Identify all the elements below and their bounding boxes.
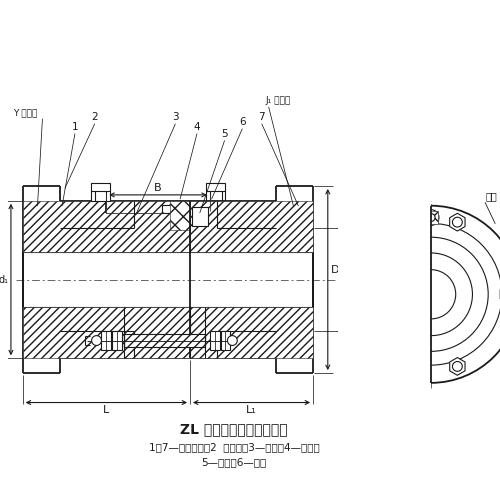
Text: L₁: L₁ xyxy=(246,406,257,415)
Text: 3: 3 xyxy=(172,112,178,122)
Polygon shape xyxy=(450,214,465,231)
Circle shape xyxy=(406,270,456,319)
Circle shape xyxy=(452,217,462,227)
Bar xyxy=(90,183,110,201)
Text: 5—螺栓；6—垫圈: 5—螺栓；6—垫圈 xyxy=(202,458,267,468)
Bar xyxy=(124,334,205,347)
Circle shape xyxy=(360,224,500,365)
Text: 7: 7 xyxy=(258,112,265,122)
Circle shape xyxy=(374,237,488,352)
Circle shape xyxy=(390,253,472,336)
Circle shape xyxy=(423,210,439,226)
Text: 1: 1 xyxy=(72,122,78,132)
Bar xyxy=(162,204,202,212)
Bar xyxy=(220,330,230,350)
Text: B: B xyxy=(154,183,162,193)
Text: Y 型轴孔: Y 型轴孔 xyxy=(13,108,38,117)
Bar xyxy=(124,334,205,347)
Circle shape xyxy=(228,336,237,345)
Text: d₂: d₂ xyxy=(348,294,358,304)
Bar xyxy=(190,201,313,252)
Text: 标志: 标志 xyxy=(485,191,497,201)
Bar xyxy=(22,201,190,252)
Text: D: D xyxy=(330,264,339,274)
Bar xyxy=(22,307,190,358)
Bar xyxy=(338,201,431,388)
Circle shape xyxy=(452,362,462,372)
Bar xyxy=(106,201,210,212)
Bar xyxy=(210,330,220,350)
Bar xyxy=(424,210,438,224)
Bar xyxy=(192,206,208,227)
Text: ZL 型弹性柱销齿式联轴器: ZL 型弹性柱销齿式联轴器 xyxy=(180,422,288,436)
Text: 2: 2 xyxy=(92,112,98,122)
Text: 5: 5 xyxy=(221,129,228,139)
Circle shape xyxy=(342,206,500,383)
Bar xyxy=(190,307,313,358)
Text: L: L xyxy=(104,406,110,415)
Bar xyxy=(162,204,202,212)
Text: 6: 6 xyxy=(239,117,246,127)
Text: d₁: d₁ xyxy=(0,274,9,284)
Bar xyxy=(112,330,122,350)
Text: J₁ 型轴孔: J₁ 型轴孔 xyxy=(266,96,291,106)
Bar xyxy=(206,183,226,201)
Text: 4: 4 xyxy=(194,122,200,132)
Circle shape xyxy=(427,214,435,222)
Polygon shape xyxy=(450,358,465,376)
Circle shape xyxy=(92,336,102,345)
Bar xyxy=(170,201,205,230)
Bar xyxy=(102,330,112,350)
Text: 1、7—半联轴器；2  外挡板；3—外套；4—柱销；: 1、7—半联轴器；2 外挡板；3—外套；4—柱销； xyxy=(149,442,320,452)
